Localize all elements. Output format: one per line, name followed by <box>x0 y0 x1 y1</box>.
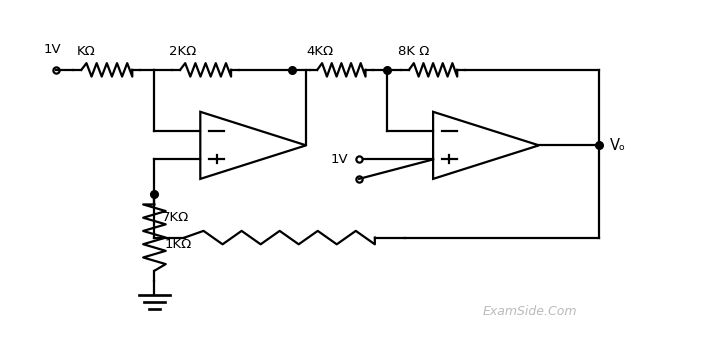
Text: ExamSide.Com: ExamSide.Com <box>483 305 577 318</box>
Text: Vₒ: Vₒ <box>609 138 626 153</box>
Text: 2KΩ: 2KΩ <box>169 45 196 58</box>
Text: 7KΩ: 7KΩ <box>161 211 188 224</box>
Text: KΩ: KΩ <box>77 45 95 58</box>
Text: 4KΩ: 4KΩ <box>306 45 333 58</box>
Text: 8K Ω: 8K Ω <box>398 45 429 58</box>
Text: 1V: 1V <box>331 153 348 166</box>
Text: 1KΩ: 1KΩ <box>165 238 192 251</box>
Text: 1V: 1V <box>43 43 61 57</box>
